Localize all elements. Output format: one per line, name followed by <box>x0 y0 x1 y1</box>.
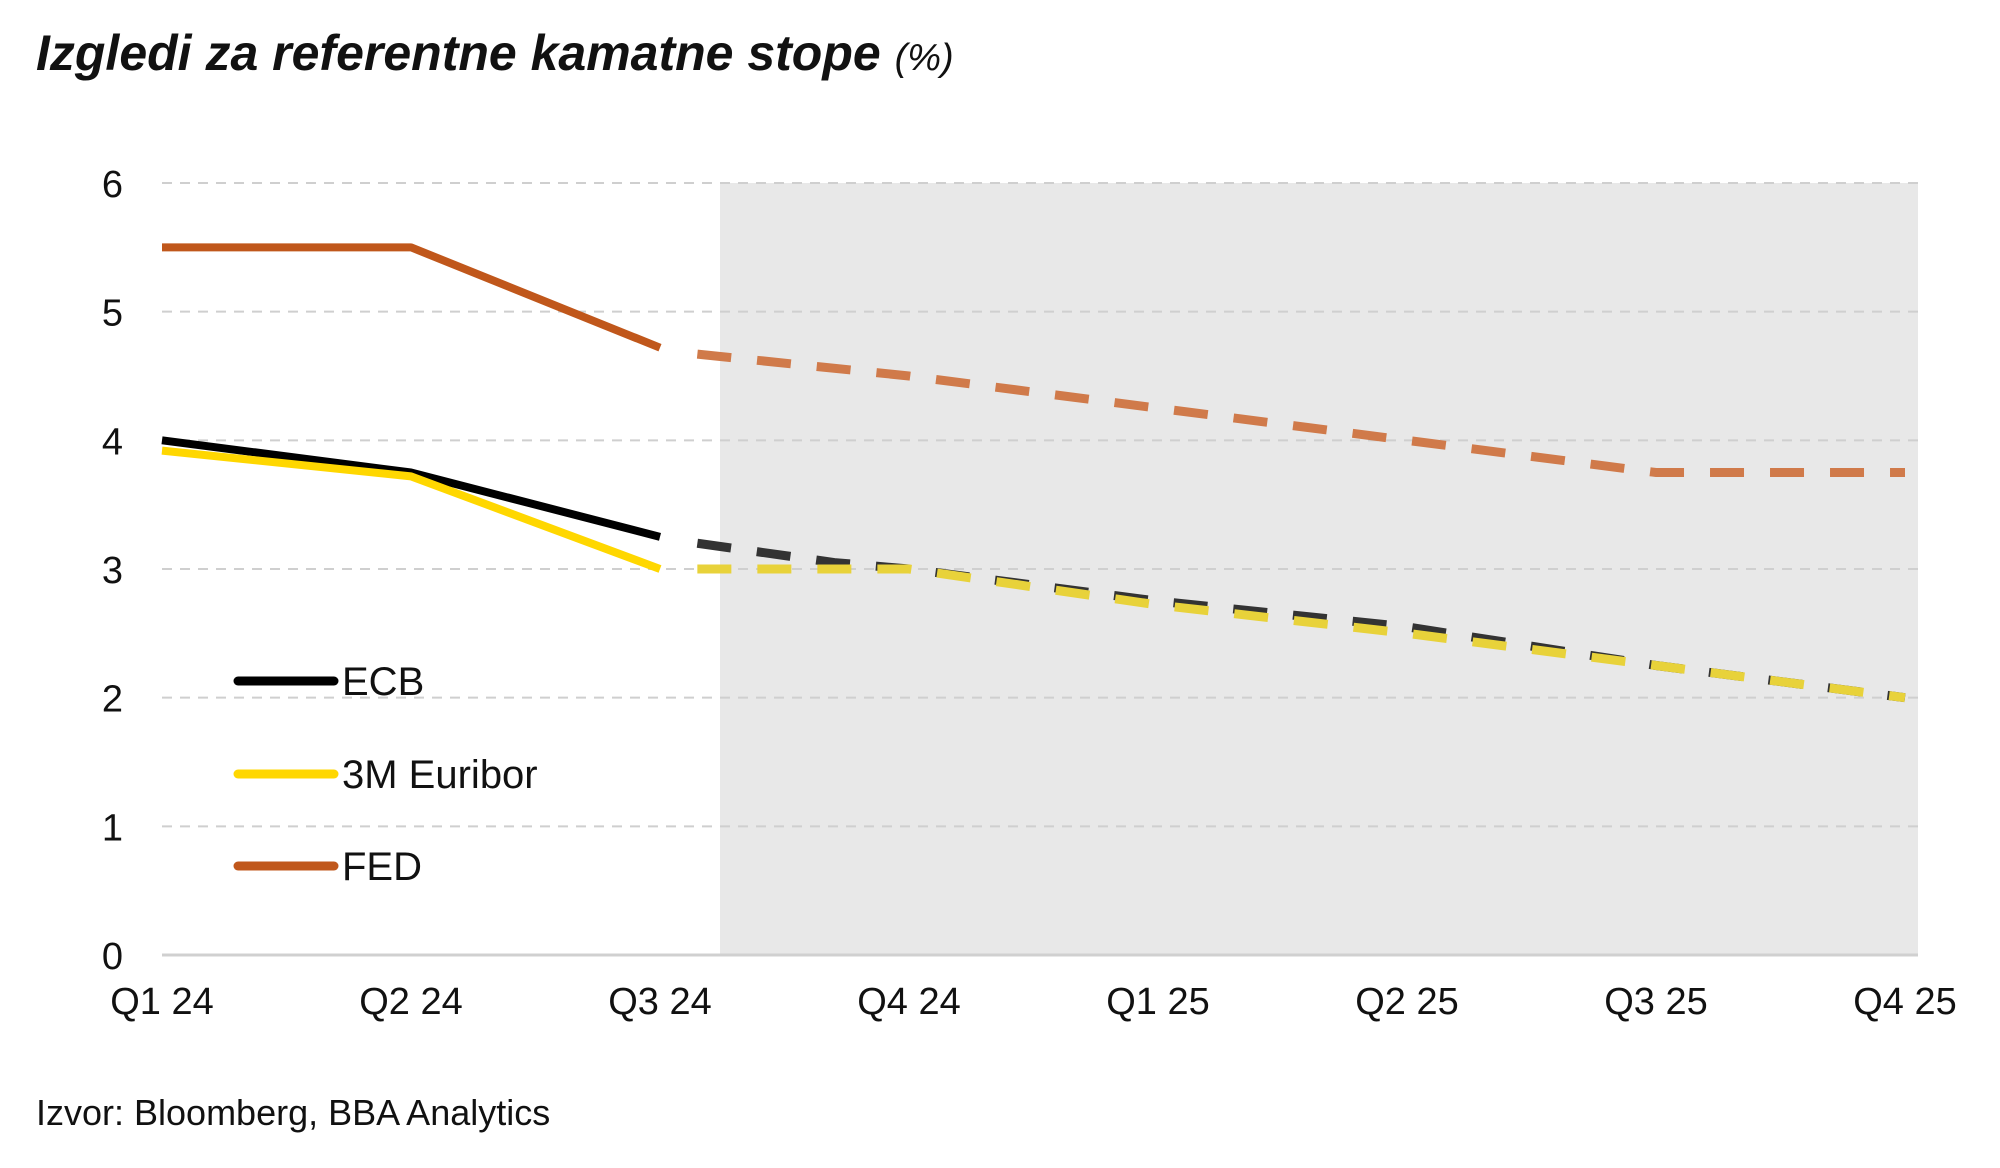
chart-title: Izgledi za referentne kamatne stope (%) <box>36 24 954 82</box>
x-tick-label: Q3 24 <box>608 981 712 1023</box>
legend-label: ECB <box>342 660 424 704</box>
series-line-3m-euribor <box>161 446 662 573</box>
y-tick-label: 2 <box>102 679 123 721</box>
y-tick-label: 1 <box>102 807 123 849</box>
y-tick-label: 4 <box>102 421 123 463</box>
x-tick-label: Q1 25 <box>1106 981 1210 1023</box>
x-tick-label: Q4 25 <box>1853 981 1957 1023</box>
x-tick-label: Q2 24 <box>359 981 463 1023</box>
chart-title-text: Izgledi za referentne kamatne stope <box>36 25 881 81</box>
x-tick-label: Q1 24 <box>110 981 214 1023</box>
x-tick-label: Q4 24 <box>857 981 961 1023</box>
source-note: Izvor: Bloomberg, BBA Analytics <box>36 1092 551 1133</box>
legend-label: FED <box>342 845 422 889</box>
y-tick-label: 3 <box>102 550 123 592</box>
x-tick-label: Q2 25 <box>1355 981 1459 1023</box>
series-line-fed <box>162 243 662 352</box>
y-tick-label: 0 <box>102 936 123 978</box>
y-tick-label: 6 <box>102 164 123 206</box>
legend-label: 3M Euribor <box>342 753 538 797</box>
chart-title-unit: (%) <box>894 37 954 79</box>
y-tick-label: 5 <box>102 293 123 335</box>
x-tick-label: Q3 25 <box>1604 981 1708 1023</box>
